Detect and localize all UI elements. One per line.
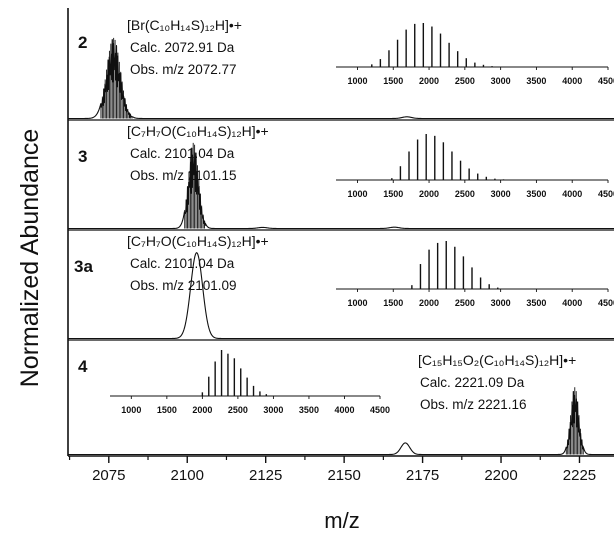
x-tick-label: 2125	[249, 467, 282, 484]
formula-label: [Br(C₁₀H₁₄S)₁₂H]•+	[127, 17, 242, 33]
inset-tick-label: 1500	[157, 405, 177, 415]
formula-label: [C₁₅H₁₅O₂(C₁₀H₁₄S)₁₂H]•+	[418, 352, 576, 368]
inset-tick-label: 4500	[598, 189, 614, 199]
formula-label: [C₇H₇O(C₁₀H₁₄S)₁₂H]•+	[127, 233, 269, 249]
inset-tick-label: 3000	[263, 405, 283, 415]
inset-tick-label: 1000	[347, 189, 367, 199]
spectrum-trace	[68, 39, 614, 120]
inset-tick-label: 3000	[491, 76, 511, 86]
inset-tick-label: 2000	[419, 298, 439, 308]
spectrum-trace	[68, 252, 614, 340]
formula-label: [C₇H₇O(C₁₀H₁₄S)₁₂H]•+	[127, 123, 269, 139]
x-tick-label: 2200	[484, 467, 517, 484]
inset-spectrum-3a: 1000 1500 2000 2500 3000 3500 4000 4500	[336, 241, 614, 308]
plot-area: 2075 2100 2125 2150 2175 2200 2225 2 [Br(C₁₀H₁₄S…	[67, 8, 614, 484]
inset-tick-label: 4500	[598, 76, 614, 86]
x-tick-label: 2225	[563, 467, 596, 484]
observed-mass-label: Obs. m/z 2221.16	[420, 397, 527, 412]
inset-tick-label: 4500	[598, 298, 614, 308]
x-tick-label: 2150	[327, 467, 360, 484]
inset-tick-label: 2000	[419, 76, 439, 86]
inset-tick-label: 1500	[383, 76, 403, 86]
inset-tick-label: 3000	[491, 189, 511, 199]
inset-tick-label: 4000	[562, 76, 582, 86]
panel-id-label: 2	[78, 33, 87, 52]
observed-mass-label: Obs. m/z 2101.09	[130, 278, 237, 293]
inset-spectrum-4: 1000 1500 2000 2500 3000 3500 4000 4500	[110, 350, 390, 415]
panel-id-label: 4	[78, 357, 88, 376]
inset-tick-label: 1000	[347, 298, 367, 308]
observed-mass-label: Obs. m/z 2101.15	[130, 168, 237, 183]
inset-spectrum-2: 1000 1500 2000 2500 3000 3500 4000 4500	[336, 23, 614, 86]
inset-tick-label: 3500	[526, 76, 546, 86]
inset-tick-label: 1500	[383, 298, 403, 308]
observed-mass-label: Obs. m/z 2072.77	[130, 62, 237, 77]
inset-tick-label: 4500	[370, 405, 390, 415]
spectrum-trace	[68, 391, 614, 456]
calc-mass-label: Calc. 2072.91 Da	[130, 40, 235, 55]
x-tick-label: 2175	[406, 467, 439, 484]
inset-tick-label: 3500	[526, 189, 546, 199]
inset-tick-label: 3500	[299, 405, 319, 415]
spectrum-panel-4: 4 [C₁₅H₁₅O₂(C₁₀H₁₄S)₁₂H]•+ Calc. 2221.09 D…	[68, 350, 614, 456]
calc-mass-label: Calc. 2101.04 Da	[130, 256, 235, 271]
calc-mass-label: Calc. 2101.04 Da	[130, 146, 235, 161]
inset-tick-label: 2000	[419, 189, 439, 199]
spectrum-panel-3: 3 [C₇H₇O(C₁₀H₁₄S)₁₂H]•+ Calc. 2101.04 Da Ob…	[68, 123, 614, 230]
inset-tick-label: 4000	[562, 298, 582, 308]
inset-tick-label: 1000	[347, 76, 367, 86]
inset-tick-label: 2500	[455, 189, 475, 199]
x-axis-label: m/z	[324, 508, 359, 533]
calc-mass-label: Calc. 2221.09 Da	[420, 375, 525, 390]
spectrum-panel-2: 2 [Br(C₁₀H₁₄S)₁₂H]•+ Calc. 2072.91 Da Obs. …	[68, 17, 614, 120]
y-axis-label: Normalized Abundance	[16, 129, 44, 388]
panel-id-label: 3	[78, 147, 87, 166]
inset-spectrum-3: 1000 1500 2000 2500 3000 3500 4000 4500	[336, 134, 614, 199]
x-tick-label: 2075	[92, 467, 125, 484]
inset-tick-label: 3000	[491, 298, 511, 308]
inset-tick-label: 4000	[334, 405, 354, 415]
inset-tick-label: 2000	[192, 405, 212, 415]
inset-tick-label: 3500	[526, 298, 546, 308]
inset-tick-label: 1500	[383, 189, 403, 199]
spectrum-panel-3a: 3a [C₇H₇O(C₁₀H₁₄S)₁₂H]•+ Calc. 2101.04 Da O…	[68, 233, 614, 340]
inset-tick-label: 2500	[228, 405, 248, 415]
inset-tick-label: 4000	[562, 189, 582, 199]
panel-id-label: 3a	[74, 257, 93, 276]
x-tick-label: 2100	[171, 467, 204, 484]
inset-tick-label: 2500	[455, 76, 475, 86]
inset-tick-label: 2500	[455, 298, 475, 308]
inset-tick-label: 1000	[121, 405, 141, 415]
spectrum-trace	[68, 148, 614, 230]
